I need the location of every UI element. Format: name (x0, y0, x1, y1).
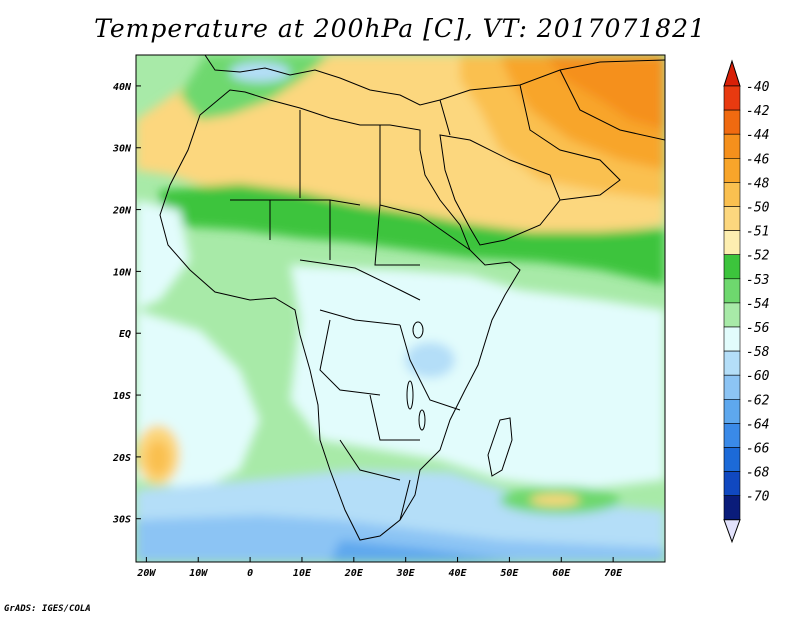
colorbar-swatch (723, 182, 741, 207)
lat-tick-label: 30S (112, 515, 131, 526)
latitude-axis: 40N 30N 20N 10N EQ 10S 20S 30S (112, 82, 141, 526)
colorbar-label: -53 (746, 273, 769, 288)
colorbar-label: -64 (746, 417, 769, 432)
lon-tick-label: 10W (189, 568, 208, 579)
colorbar-label: -58 (746, 345, 770, 360)
colorbar-label: -62 (746, 393, 770, 408)
lon-tick-label: 30E (396, 568, 416, 579)
colorbar-label: -54 (746, 297, 769, 312)
colorbar-swatch (723, 423, 741, 448)
colorbar-label: -51 (746, 225, 769, 240)
colorbar-bottom-arrow (723, 519, 741, 544)
lat-tick-label: 20N (112, 206, 132, 217)
colorbar-label: -70 (746, 490, 770, 505)
colorbar-label: -48 (746, 176, 770, 191)
colorbar-swatch (723, 398, 741, 424)
colorbar-label: -56 (746, 321, 770, 336)
colorbar-swatch (723, 278, 741, 304)
colorbar-swatch (723, 302, 741, 328)
colorbar-label: -60 (746, 369, 770, 384)
lat-tick-label: 30N (112, 144, 132, 155)
colorbar-swatch (723, 85, 741, 111)
colorbar-label: -44 (746, 128, 769, 143)
lon-tick-label: 70E (604, 568, 623, 579)
colorbar-label: -52 (746, 249, 770, 264)
colorbar-label: -68 (746, 466, 770, 481)
colorbar: -40 -42 -44 -46 -48 -50 -51 -52 -53 -54 -56 -58 -60 -… (723, 59, 770, 544)
longitude-axis: 20W 10W 0 10E 20E 30E 40E 50E 60E 70E (136, 557, 623, 579)
grads-credit: GrADS: IGES/COLA (4, 604, 91, 614)
lon-tick-label: 40E (449, 568, 468, 579)
lat-tick-label: 40N (113, 82, 132, 93)
colorbar-label: -50 (746, 201, 770, 216)
lat-tick-label: EQ (119, 329, 131, 340)
colorbar-swatch (723, 374, 741, 400)
lon-tick-label: 20W (136, 568, 156, 579)
lat-tick-label: 10N (113, 267, 132, 278)
map-frame (135, 54, 666, 563)
lon-tick-label: 20E (344, 568, 364, 579)
colorbar-label: -42 (746, 104, 770, 119)
colorbar-label: -40 (746, 80, 770, 95)
lat-tick-label: 10S (113, 391, 131, 402)
colorbar-swatch (723, 254, 741, 280)
colorbar-swatch (723, 495, 741, 521)
lon-tick-label: 60E (552, 568, 571, 579)
colorbar-swatch (723, 109, 741, 135)
colorbar-top-arrow (723, 59, 741, 87)
colorbar-swatch (723, 447, 741, 472)
lon-tick-label: 50E (500, 568, 519, 579)
lat-tick-label: 20S (112, 453, 131, 464)
temperature-field (136, 55, 665, 562)
colorbar-swatch (723, 158, 741, 183)
colorbar-swatch (723, 230, 741, 256)
colorbar-label: -66 (746, 442, 770, 457)
map-title: Temperature at 200hPa [C], VT: 201707182… (94, 14, 706, 43)
coastline-borders (159, 55, 665, 541)
colorbar-label: -46 (746, 152, 770, 167)
colorbar-swatch (723, 326, 741, 352)
lon-tick-label: 10E (293, 568, 312, 579)
colorbar-swatch (723, 350, 741, 376)
colorbar-swatch (723, 133, 741, 159)
colorbar-swatch (723, 471, 741, 497)
lon-tick-label: 0 (247, 568, 253, 579)
colorbar-swatch (723, 206, 741, 231)
